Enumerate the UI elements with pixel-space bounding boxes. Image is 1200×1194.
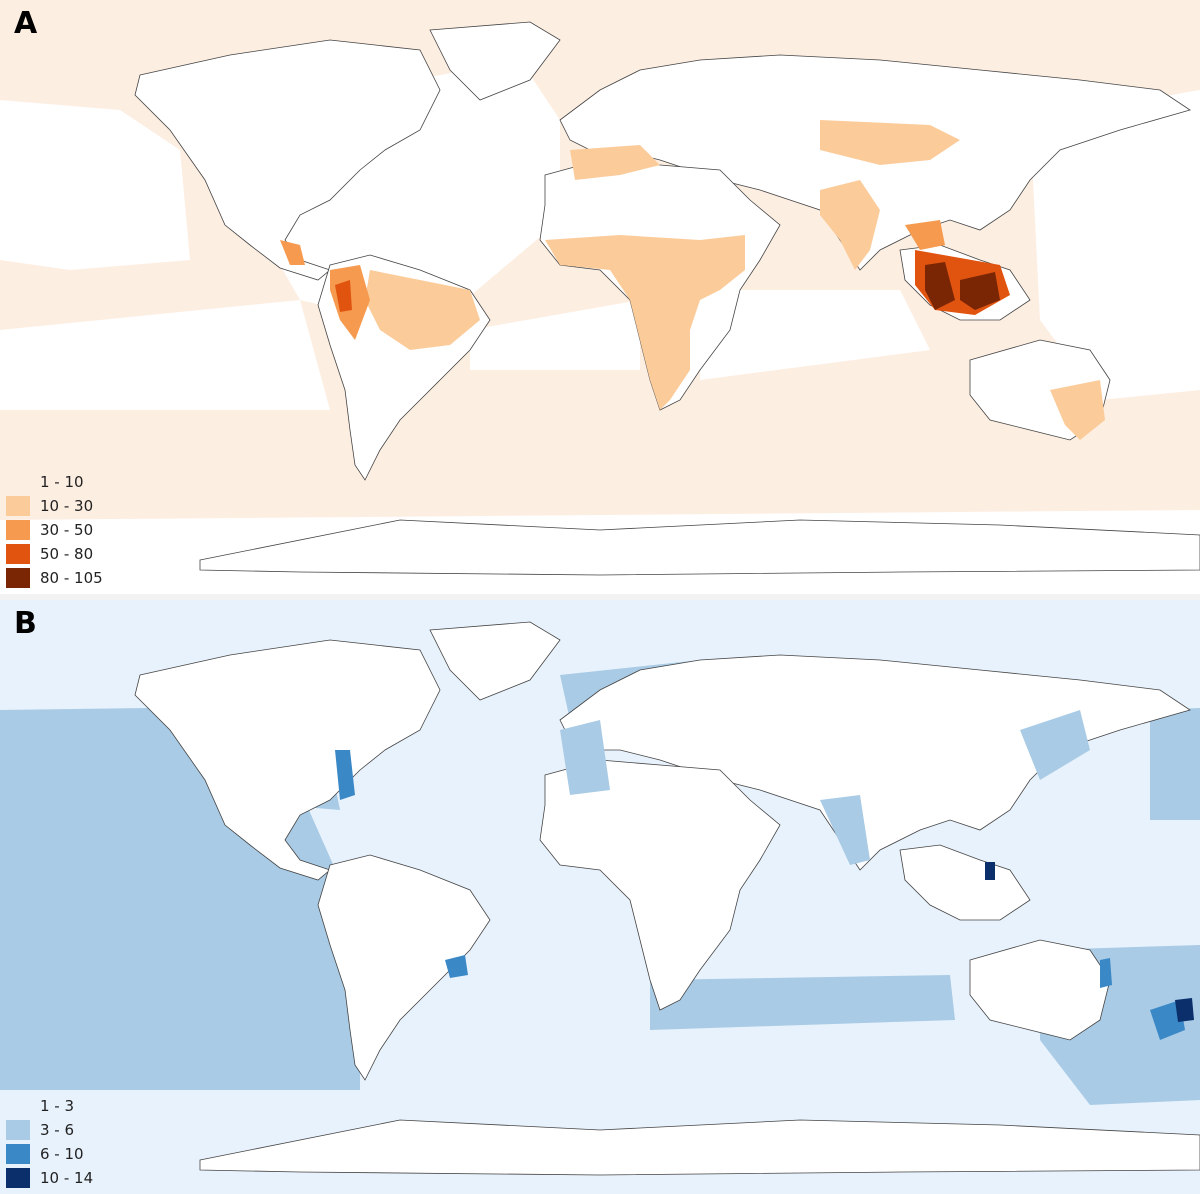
legend-swatch <box>6 568 30 588</box>
legend-label: 10 - 30 <box>40 497 94 515</box>
panel-divider <box>0 594 1200 600</box>
legend-label: 1 - 3 <box>40 1097 75 1115</box>
antarctica <box>199 519 1200 576</box>
southeast-asia-islands <box>899 844 1031 921</box>
empty-region <box>700 290 930 380</box>
legend-swatch <box>6 1096 30 1116</box>
legend-label: 30 - 50 <box>40 521 94 539</box>
legend-label: 50 - 80 <box>40 545 94 563</box>
greenland <box>429 621 561 701</box>
legend-item: 6 - 10 <box>6 1142 93 1166</box>
legend-item: 30 - 50 <box>6 518 103 542</box>
legend-swatch <box>6 496 30 516</box>
cells-10-30 <box>1050 380 1105 440</box>
cells-80-105 <box>960 272 1000 310</box>
cells-3-6 <box>650 975 955 1030</box>
data-cells-a <box>280 120 1105 440</box>
legend-swatch <box>6 1168 30 1188</box>
cells-6-10 <box>1150 1000 1185 1040</box>
cells-3-6 <box>560 720 610 795</box>
continents <box>134 621 1200 1176</box>
cells-3-6 <box>820 795 870 865</box>
legend-swatch <box>6 520 30 540</box>
cells-10-30 <box>820 180 880 270</box>
legend-swatch <box>6 1144 30 1164</box>
legend-swatch <box>6 544 30 564</box>
north-america <box>134 639 441 881</box>
legend-item: 1 - 10 <box>6 470 103 494</box>
legend-label: 1 - 10 <box>40 473 84 491</box>
legend-swatch <box>6 1120 30 1140</box>
legend-label: 3 - 6 <box>40 1121 75 1139</box>
antarctica <box>199 1119 1200 1176</box>
legend-item: 50 - 80 <box>6 542 103 566</box>
panel-label-a: A <box>14 6 38 41</box>
cells-6-10 <box>335 750 355 800</box>
cells-10-14 <box>985 862 995 880</box>
cells-10-14 <box>1175 998 1194 1022</box>
legend-item: 1 - 3 <box>6 1094 93 1118</box>
legend-b: 1 - 3 3 - 6 6 - 10 10 - 14 <box>6 1094 93 1190</box>
north-america <box>134 39 441 281</box>
cells-10-30 <box>570 145 660 180</box>
greenland <box>429 21 561 101</box>
legend-swatch <box>6 472 30 492</box>
cells-10-30 <box>545 235 745 410</box>
australia <box>969 939 1111 1041</box>
empty-region <box>470 300 640 370</box>
world-map-b <box>0 600 1200 1194</box>
legend-item: 80 - 105 <box>6 566 103 590</box>
world-map-a <box>0 0 1200 594</box>
map-panel-a: A 1 - 10 10 - 30 30 - 50 50 - 80 80 - 105 <box>0 0 1200 594</box>
legend-label: 10 - 14 <box>40 1169 94 1187</box>
africa <box>539 759 781 1011</box>
cells-30-50 <box>905 220 945 250</box>
legend-label: 80 - 105 <box>40 569 103 587</box>
cells-10-30 <box>365 270 480 350</box>
empty-region <box>1030 90 1200 400</box>
cells-10-30 <box>820 120 960 165</box>
cells-80-105 <box>925 262 955 310</box>
legend-label: 6 - 10 <box>40 1145 84 1163</box>
cells-6-10 <box>1100 958 1112 988</box>
data-cells-b <box>335 710 1194 1040</box>
legend-a: 1 - 10 10 - 30 30 - 50 50 - 80 80 - 105 <box>6 470 103 590</box>
empty-region <box>0 300 330 410</box>
map-panel-b: B 1 - 3 3 - 6 6 - 10 10 - 14 <box>0 600 1200 1194</box>
legend-item: 3 - 6 <box>6 1118 93 1142</box>
cells-50-80 <box>335 280 352 312</box>
cells-3-6 <box>1150 708 1200 820</box>
cells-3-6 <box>1020 710 1090 780</box>
empty-region <box>0 100 190 270</box>
legend-item: 10 - 14 <box>6 1166 93 1190</box>
panel-label-b: B <box>14 606 37 641</box>
cells-30-50 <box>280 240 305 265</box>
south-america <box>317 854 491 1081</box>
legend-item: 10 - 30 <box>6 494 103 518</box>
cells-6-10 <box>445 955 468 978</box>
